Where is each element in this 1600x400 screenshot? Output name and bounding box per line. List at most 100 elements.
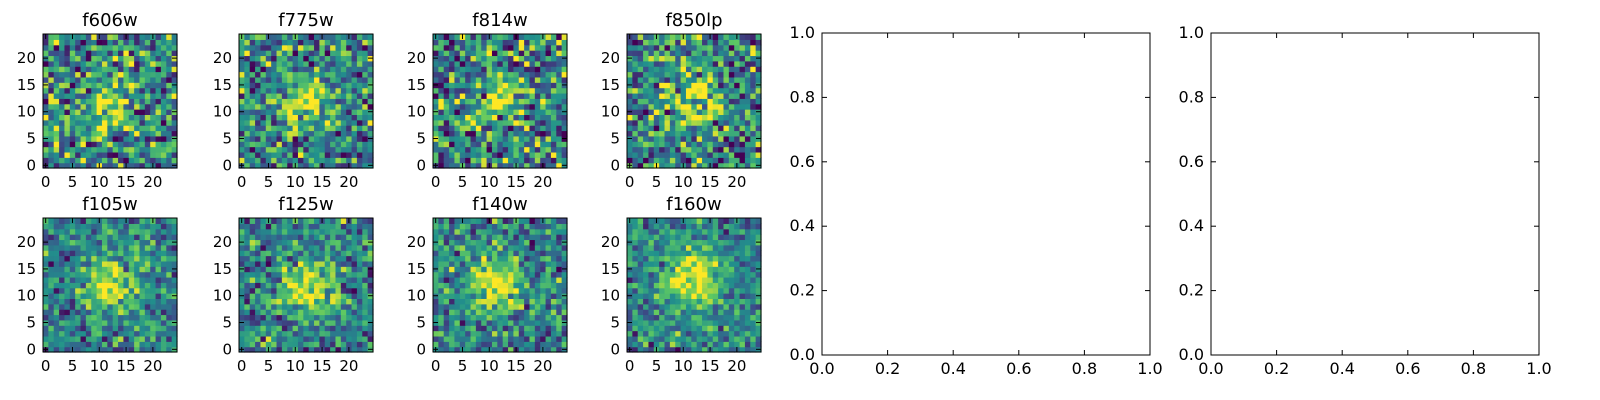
- heatmap-cell: [281, 335, 288, 342]
- heatmap-cell: [438, 309, 445, 316]
- heatmap-cell: [356, 239, 363, 246]
- heatmap-cell: [255, 151, 262, 158]
- heatmap-cell: [508, 157, 514, 164]
- heatmap-cell: [297, 298, 304, 305]
- heatmap-cell: [281, 92, 288, 99]
- heatmap-cell: [281, 82, 288, 89]
- heatmap-cell: [486, 151, 493, 158]
- heatmap-cell: [308, 87, 315, 94]
- heatmap-cell: [324, 109, 331, 115]
- heatmap-cell: [64, 39, 71, 46]
- heatmap-cell: [75, 60, 82, 67]
- heatmap-cell: [244, 146, 251, 153]
- heatmap-cell: [101, 244, 108, 251]
- heatmap-cell: [281, 109, 288, 115]
- heatmap-cell: [134, 71, 141, 78]
- x-tick-label: 15: [117, 357, 136, 375]
- heatmap-cell: [534, 146, 541, 153]
- heatmap-cell: [518, 239, 525, 246]
- heatmap-cell: [750, 44, 757, 51]
- heatmap-cell: [271, 287, 278, 294]
- heatmap-cell: [718, 76, 725, 83]
- heatmap-cell: [691, 114, 698, 121]
- heatmap-cell: [534, 293, 541, 299]
- heatmap-cell: [680, 44, 687, 51]
- heatmap-cell: [486, 314, 493, 321]
- heatmap-cell: [281, 293, 288, 299]
- heatmap-cell: [545, 266, 552, 273]
- heatmap-cell: [632, 82, 639, 89]
- heatmap-cell: [276, 44, 283, 51]
- heatmap-cell: [524, 82, 531, 89]
- heatmap-cell: [691, 135, 698, 142]
- heatmap-cell: [744, 335, 751, 342]
- heatmap-cell: [465, 109, 472, 115]
- heatmap-cell: [324, 234, 331, 241]
- heatmap-cell: [545, 151, 552, 158]
- heatmap-cell: [276, 330, 283, 337]
- heatmap-cell: [91, 162, 98, 169]
- heatmap-cell: [319, 55, 326, 62]
- heatmap-cell: [712, 39, 719, 46]
- heatmap-cell: [696, 50, 703, 57]
- heatmap-cell: [80, 103, 87, 110]
- heatmap-cell: [513, 130, 520, 137]
- heatmap-cell: [260, 303, 267, 310]
- heatmap-cell: [632, 157, 639, 164]
- heatmap-cell: [255, 260, 262, 267]
- heatmap-cell: [540, 71, 547, 78]
- heatmap-cell: [155, 276, 162, 283]
- heatmap-cell: [632, 71, 639, 78]
- heatmap-cell: [465, 255, 472, 262]
- heatmap-cell: [643, 82, 650, 89]
- heatmap-cell: [550, 50, 557, 57]
- heatmap-cell: [659, 44, 666, 51]
- heatmap-cell: [139, 87, 146, 94]
- heatmap-cell: [118, 293, 124, 299]
- heatmap-cell: [529, 50, 536, 57]
- heatmap-cell: [128, 50, 135, 57]
- heatmap-cell: [637, 151, 644, 158]
- heatmap-cell: [449, 335, 456, 342]
- heatmap-cell: [319, 103, 326, 110]
- heatmap-cell: [91, 98, 98, 105]
- heatmap-cell: [255, 130, 262, 137]
- heatmap-cell: [324, 298, 331, 305]
- heatmap-cell: [734, 309, 741, 316]
- heatmap-cell: [69, 276, 76, 283]
- heatmap-cell: [340, 109, 347, 115]
- heatmap-cell: [637, 109, 644, 115]
- heatmap-cell: [750, 87, 757, 94]
- heatmap-cell: [340, 255, 347, 262]
- heatmap-cell: [739, 298, 746, 305]
- x-tick-label: 20: [143, 357, 162, 375]
- heatmap-cell: [675, 119, 682, 126]
- heatmap-cell: [53, 44, 60, 51]
- heatmap-cell: [712, 34, 719, 40]
- heatmap-cell: [239, 260, 245, 267]
- heatmap-cell: [718, 98, 725, 105]
- heatmap-cell: [314, 66, 320, 73]
- heatmap-cell: [680, 114, 687, 121]
- heatmap-cell: [303, 114, 310, 121]
- heatmap-cell: [486, 303, 493, 310]
- heatmap-cell: [481, 228, 488, 235]
- heatmap-cell: [707, 87, 714, 94]
- heatmap-cell: [744, 82, 751, 89]
- heatmap-cell: [540, 293, 547, 299]
- heatmap-cell: [144, 314, 151, 321]
- heatmap-cell: [292, 234, 299, 241]
- heatmap-cell: [475, 92, 482, 99]
- heatmap-cell: [750, 34, 757, 40]
- heatmap-cell: [101, 341, 108, 348]
- heatmap-cell: [91, 92, 98, 99]
- heatmap-cell: [123, 250, 130, 257]
- heatmap-cell: [540, 266, 547, 273]
- heatmap-cell: [524, 34, 531, 40]
- heatmap-cell: [739, 50, 746, 57]
- heatmap-cell: [744, 282, 751, 289]
- heatmap-cell: [540, 255, 547, 262]
- heatmap-cell: [53, 130, 60, 137]
- heatmap-cell: [755, 71, 762, 78]
- heatmap-cell: [465, 250, 472, 257]
